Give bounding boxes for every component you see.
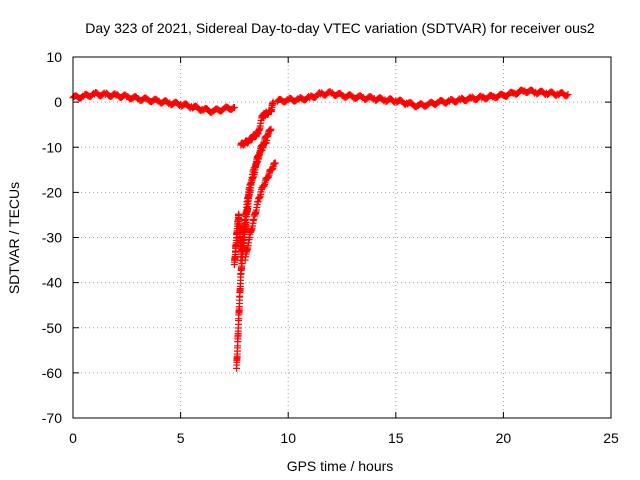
data-point <box>564 90 572 98</box>
x-tick-label: 25 <box>603 430 619 446</box>
series-dip-cluster <box>230 210 245 269</box>
axis-ticks <box>72 56 612 419</box>
data-point <box>271 159 279 167</box>
y-tick-label: -70 <box>42 410 62 426</box>
x-axis-title: GPS time / hours <box>287 458 394 474</box>
y-tick-label: -20 <box>42 184 62 200</box>
x-tick-label: 15 <box>388 430 404 446</box>
series-main-band <box>69 88 238 116</box>
series-post-gap-band <box>273 86 572 111</box>
tick-labels: 0 5 10 15 20 25 10 0 -10 -20 -30 -40 -50 -60 -70 <box>42 49 619 446</box>
x-tick-label: 10 <box>280 430 296 446</box>
y-tick-label: -50 <box>42 320 62 336</box>
series-dip-arc-3 <box>241 159 279 264</box>
data-point <box>269 98 277 106</box>
x-tick-label: 0 <box>69 430 77 446</box>
y-tick-label: 10 <box>46 49 62 65</box>
y-tick-label: -30 <box>42 230 62 246</box>
series-gap-segments <box>237 98 277 149</box>
data-point <box>563 92 571 100</box>
y-tick-label: -40 <box>42 275 62 291</box>
data-point <box>230 104 238 112</box>
data-point <box>267 125 275 133</box>
y-axis-title: SDTVAR / TECUs <box>6 182 22 294</box>
data-marks <box>69 86 572 372</box>
x-tick-label: 5 <box>177 430 185 446</box>
data-point <box>237 243 245 251</box>
y-tick-label: -60 <box>42 365 62 381</box>
y-tick-label: -10 <box>42 139 62 155</box>
series-dip-arc-2 <box>237 125 275 264</box>
chart-title: Day 323 of 2021, Sidereal Day-to-day VTE… <box>85 20 595 36</box>
grid-layer <box>73 57 611 418</box>
x-tick-label: 20 <box>496 430 512 446</box>
y-tick-label: 0 <box>54 94 62 110</box>
